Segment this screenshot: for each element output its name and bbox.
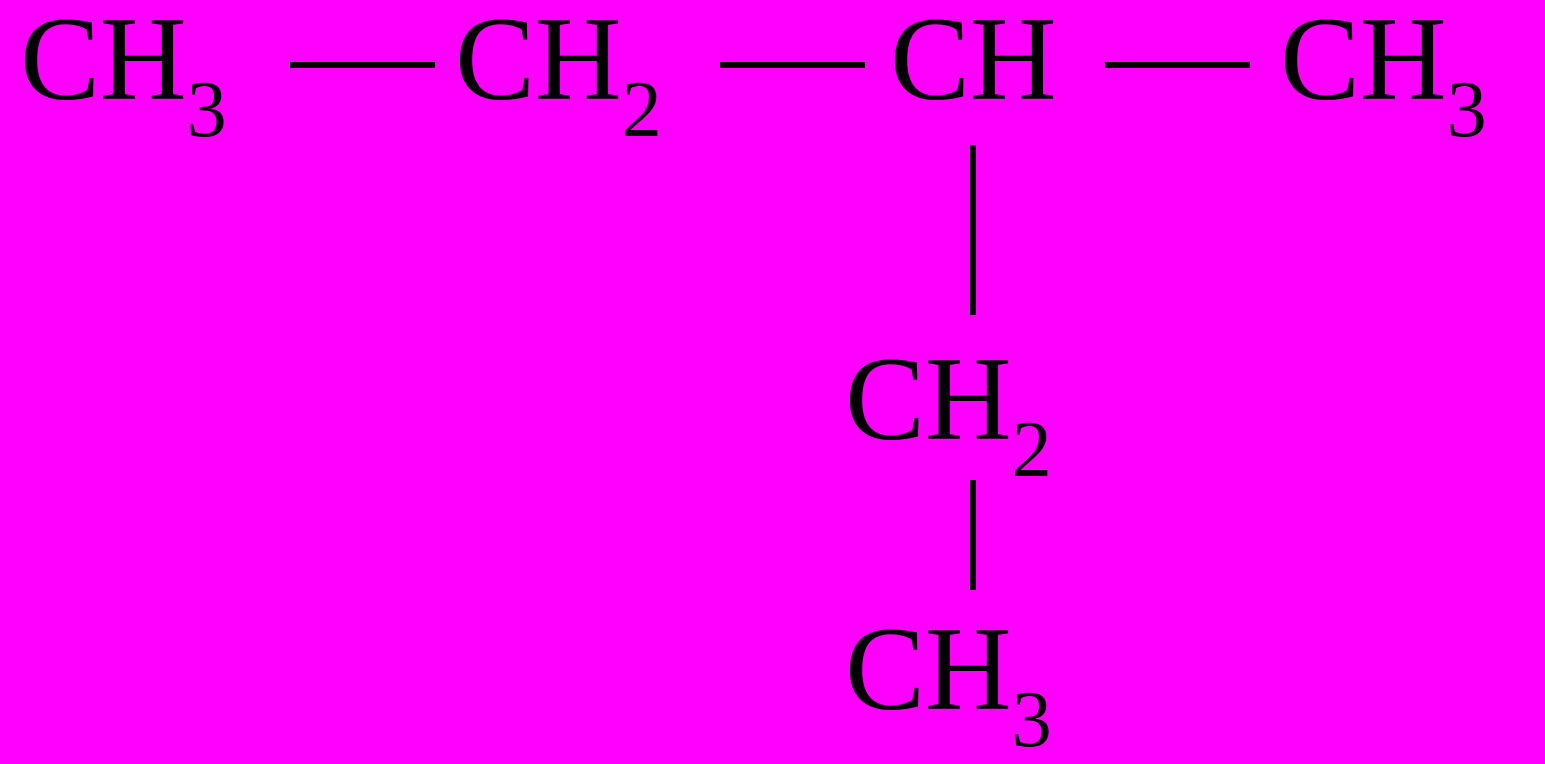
bond-vertical-1 (970, 145, 976, 315)
group-base: CH (455, 0, 622, 125)
bond-horizontal-3 (1105, 62, 1250, 68)
group-base: CH (845, 602, 1012, 735)
group-subscript: 3 (1447, 66, 1487, 154)
group-base: CH (845, 332, 1012, 465)
group-subscript: 2 (622, 66, 662, 154)
group-ch2-branch: CH2 (845, 330, 1052, 484)
chemical-structure-diagram: CH3 CH2 CH CH3 CH2 CH3 (0, 0, 1545, 743)
group-base: CH (890, 0, 1057, 125)
bond-horizontal-2 (720, 62, 865, 68)
group-ch-branch: CH (890, 0, 1057, 144)
group-ch2-chain: CH2 (455, 0, 662, 144)
bond-horizontal-1 (290, 62, 435, 68)
group-subscript: 3 (1012, 676, 1052, 764)
group-base: CH (1280, 0, 1447, 125)
group-ch3-left: CH3 (20, 0, 227, 144)
group-ch3-right: CH3 (1280, 0, 1487, 144)
bond-vertical-2 (970, 480, 976, 590)
group-subscript: 2 (1012, 406, 1052, 494)
group-ch3-branch-end: CH3 (845, 600, 1052, 754)
group-subscript: 3 (187, 66, 227, 154)
group-base: CH (20, 0, 187, 125)
